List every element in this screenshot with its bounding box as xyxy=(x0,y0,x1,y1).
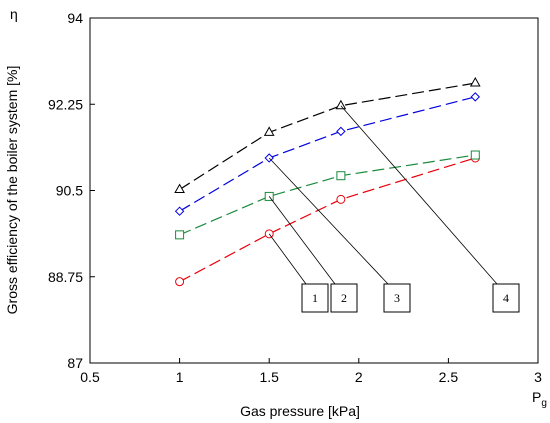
series-line xyxy=(179,154,476,236)
series-line xyxy=(179,96,476,212)
data-point xyxy=(470,150,480,160)
y-axis-symbol: η xyxy=(10,6,18,22)
data-point xyxy=(175,230,185,240)
x-tick-label: 3 xyxy=(534,369,542,385)
x-axis-symbol: Pg xyxy=(532,389,547,409)
callout-leader xyxy=(340,105,498,285)
callout-label: 2 xyxy=(341,291,347,305)
data-point xyxy=(174,183,185,194)
x-axis-symbol-main: P xyxy=(532,389,541,405)
x-tick-label: 0.5 xyxy=(80,369,100,385)
data-point xyxy=(336,126,346,137)
y-tick-label: 87 xyxy=(67,355,83,371)
callout-1: 1 xyxy=(268,233,329,313)
callouts: 1 2 3 4 xyxy=(268,105,520,313)
callout-label: 3 xyxy=(394,291,400,305)
x-tick-label: 2.5 xyxy=(439,369,459,385)
series-4 xyxy=(174,77,481,194)
callout-3: 3 xyxy=(268,157,411,313)
callout-4: 4 xyxy=(340,105,520,313)
callout-box xyxy=(492,283,520,313)
axis-ticks xyxy=(89,17,539,364)
series-2 xyxy=(175,150,480,240)
data-point xyxy=(336,171,346,181)
data-point xyxy=(335,99,347,110)
callout-2: 2 xyxy=(268,196,358,313)
x-axis-title: Gas pressure [kPa] xyxy=(240,403,360,419)
callout-box xyxy=(301,283,329,313)
callout-box xyxy=(383,283,411,313)
data-point xyxy=(336,194,346,204)
series-line xyxy=(179,157,476,283)
series-3 xyxy=(174,92,480,216)
data-point xyxy=(174,206,185,216)
y-tick-label: 88.75 xyxy=(48,269,83,285)
data-point xyxy=(175,277,185,287)
series-line xyxy=(179,82,476,191)
callout-label: 1 xyxy=(312,291,318,305)
x-axis-symbol-sub: g xyxy=(541,398,547,409)
data-point xyxy=(469,77,481,87)
data-point xyxy=(263,126,275,136)
series-group xyxy=(174,77,481,287)
data-point xyxy=(470,92,480,102)
callout-label: 4 xyxy=(503,291,509,305)
y-axis-title: Gross efficiency of the boiler system [%… xyxy=(4,66,20,315)
callout-box xyxy=(330,283,358,313)
x-tick-label: 2 xyxy=(355,369,363,385)
y-tick-label: 94 xyxy=(67,10,83,26)
y-tick-label: 90.5 xyxy=(56,183,83,199)
x-tick-label: 1.5 xyxy=(259,369,279,385)
tick-labels: 0.5 1 1.5 2 2.5 3 87 88.75 90.5 92.25 94 xyxy=(48,10,542,385)
callout-leader xyxy=(268,196,336,285)
callout-leader xyxy=(268,157,389,285)
callout-leader xyxy=(268,233,307,285)
y-tick-label: 92.25 xyxy=(48,96,83,112)
x-tick-label: 1 xyxy=(176,369,184,385)
